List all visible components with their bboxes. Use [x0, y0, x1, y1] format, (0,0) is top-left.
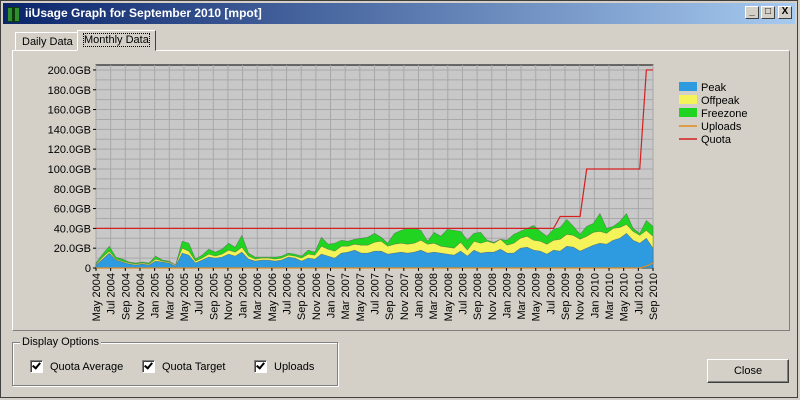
y-tick-label: 180.0GB — [48, 85, 91, 97]
y-tick-label: 140.0GB — [48, 124, 91, 136]
x-tick-label: May 2007 — [355, 273, 367, 321]
x-tick-label: Jan 2005 — [150, 273, 162, 318]
x-tick-label: Nov 2007 — [399, 273, 411, 320]
y-tick-label: 200.0GB — [48, 65, 91, 77]
x-tick-label: May 2006 — [267, 273, 279, 321]
x-tick-label: Jul 2006 — [282, 273, 294, 315]
window-title: iiUsage Graph for September 2010 [mpot] — [25, 6, 262, 20]
x-tick-label: Jul 2004 — [106, 273, 118, 315]
y-tick-label: 100.0GB — [48, 164, 91, 176]
y-tick-label: 60.0GB — [54, 204, 91, 216]
y-tick-label: 0 — [85, 263, 91, 275]
legend-label: Uploads — [701, 121, 742, 133]
x-tick-label: Mar 2006 — [252, 273, 264, 319]
x-tick-label: Jan 2010 — [589, 273, 601, 318]
x-tick-label: Nov 2004 — [135, 273, 147, 320]
x-tick-label: Mar 2005 — [164, 273, 176, 319]
x-tick-label: Sep 2004 — [120, 273, 132, 320]
quota-target-label: Quota Target — [162, 360, 226, 373]
x-tick-label: Sep 2010 — [648, 273, 660, 320]
y-tick-label: 20.0GB — [54, 243, 91, 255]
x-tick-label: May 2004 — [91, 273, 103, 321]
app-icon — [7, 6, 21, 22]
x-tick-label: May 2005 — [179, 273, 191, 321]
tab-label: Monthly Data — [83, 33, 150, 47]
display-options-group: Display Options Quota Average Quota Targ… — [12, 336, 338, 386]
minimize-button[interactable]: _ — [745, 6, 759, 19]
peak-area — [95, 232, 654, 269]
y-axis-ticks: 0 20.0GB 40.0GB 60.0GB 80.0GB 100.0GB 120.0GB 1… — [48, 65, 96, 275]
x-tick-label: Nov 2009 — [575, 273, 587, 320]
x-tick-label: Jan 2006 — [238, 273, 250, 318]
legend-swatch — [679, 95, 697, 104]
tab-monthly-data[interactable]: Monthly Data — [77, 30, 156, 51]
x-axis-ticks: May 2004 Jul 2004 Sep 2004 Nov 2004 Jan 2005… — [91, 268, 660, 321]
title-bar[interactable]: iiUsage Graph for September 2010 [mpot] … — [3, 3, 795, 24]
y-tick-label: 40.0GB — [54, 223, 91, 235]
uploads-checkbox[interactable]: Uploads — [254, 360, 314, 373]
x-tick-label: May 2009 — [531, 273, 543, 321]
x-tick-label: Jan 2008 — [413, 273, 425, 318]
x-tick-label: Sep 2009 — [560, 273, 572, 320]
x-tick-label: Jul 2007 — [370, 273, 382, 315]
x-tick-label: Jul 2009 — [545, 273, 557, 315]
y-tick-label: 80.0GB — [54, 184, 91, 196]
x-tick-label: Nov 2005 — [223, 273, 235, 320]
quota-average-label: Quota Average — [50, 360, 124, 373]
usage-chart: 0 20.0GB 40.0GB 60.0GB 80.0GB 100.0GB 120.0GB 1… — [48, 64, 747, 321]
x-tick-label: Sep 2006 — [296, 273, 308, 320]
maximize-button[interactable]: □ — [761, 6, 775, 19]
legend-label: Quota — [701, 134, 732, 146]
y-tick-label: 160.0GB — [48, 105, 91, 117]
legend-swatch — [679, 82, 697, 91]
x-tick-label: Nov 2006 — [311, 273, 323, 320]
x-tick-label: Jul 2010 — [633, 273, 645, 315]
x-tick-label: Nov 2008 — [487, 273, 499, 320]
x-tick-label: Jan 2009 — [501, 273, 513, 318]
quota-line — [96, 69, 653, 229]
quota-average-checkbox[interactable]: Quota Average — [30, 360, 123, 373]
uploads-label: Uploads — [274, 360, 315, 373]
close-button[interactable]: Close — [707, 359, 789, 383]
x-tick-label: Sep 2008 — [472, 273, 484, 320]
display-options-title: Display Options — [20, 336, 102, 348]
x-tick-label: Jul 2008 — [457, 273, 469, 315]
checkmark-icon — [142, 360, 155, 373]
y-tick-label: 120.0GB — [48, 144, 91, 156]
tab-daily-data[interactable]: Daily Data — [15, 32, 80, 51]
x-tick-label: Jul 2005 — [194, 273, 206, 315]
legend-label: Peak — [701, 82, 727, 94]
x-tick-label: Sep 2007 — [384, 273, 396, 320]
checkmark-icon — [30, 360, 43, 373]
x-tick-label: May 2010 — [619, 273, 631, 321]
chart-areas — [95, 212, 654, 269]
legend-label: Offpeak — [701, 95, 740, 107]
x-tick-label: Mar 2009 — [516, 273, 528, 319]
tab-panel: 0 20.0GB 40.0GB 60.0GB 80.0GB 100.0GB 120.0GB 1… — [12, 50, 790, 331]
tab-label: Daily Data — [22, 36, 73, 48]
x-tick-label: Mar 2008 — [428, 273, 440, 319]
x-tick-label: Mar 2007 — [340, 273, 352, 319]
close-window-button[interactable]: X — [778, 6, 792, 19]
quota-target-checkbox[interactable]: Quota Target — [142, 360, 225, 373]
checkmark-icon — [254, 360, 267, 373]
x-tick-label: Jan 2007 — [326, 273, 338, 318]
x-tick-label: May 2008 — [443, 273, 455, 321]
legend-label: Freezone — [701, 108, 747, 120]
x-tick-label: Mar 2010 — [604, 273, 616, 319]
legend-swatch — [679, 108, 697, 117]
x-tick-label: Sep 2005 — [208, 273, 220, 320]
